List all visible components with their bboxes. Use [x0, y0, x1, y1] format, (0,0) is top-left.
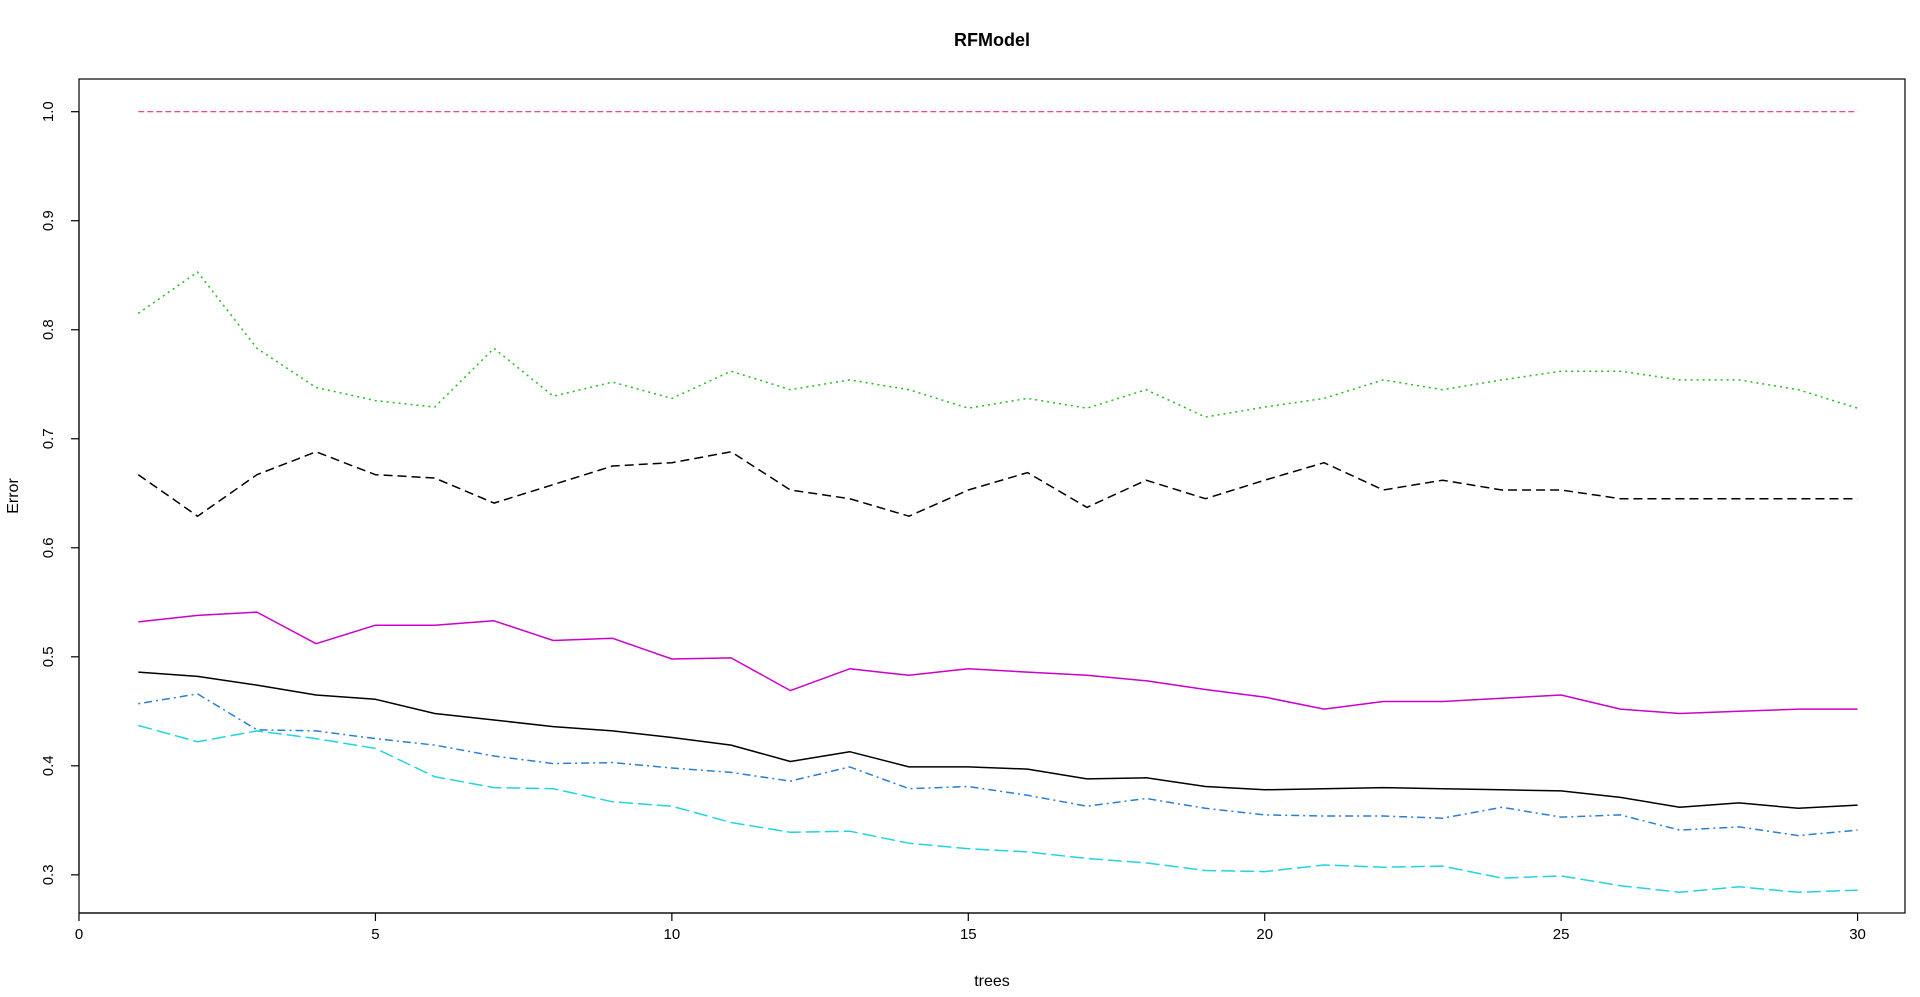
y-tick-label: 0.7 [40, 428, 57, 449]
series-2 [137, 451, 1858, 517]
series-7 [138, 724, 1858, 894]
y-tick-label: 1.0 [40, 101, 57, 122]
series-line [137, 451, 1858, 517]
x-tick-label: 0 [75, 926, 83, 943]
series-line [138, 693, 1858, 837]
series-line [138, 671, 1858, 810]
x-tick-label: 5 [371, 926, 379, 943]
series-6 [138, 611, 1858, 715]
x-axis-label: trees [974, 973, 1010, 990]
y-tick-label: 0.9 [40, 210, 57, 231]
y-tick-label: 0.8 [40, 319, 57, 340]
x-tick-label: 15 [960, 926, 977, 943]
y-tick-label: 0.3 [40, 864, 57, 885]
x-tick-label: 20 [1256, 926, 1273, 943]
series-5 [138, 693, 1858, 837]
y-tick-label: 0.5 [40, 646, 57, 667]
x-axis: 0 5 10 15 20 25 30 [75, 912, 1866, 943]
y-tick-label: 0.4 [40, 755, 57, 776]
series-4 [137, 271, 1858, 418]
x-tick-label: 30 [1849, 926, 1866, 943]
series-line [137, 271, 1858, 418]
series-layer [137, 111, 1858, 894]
y-tick-label: 0.6 [40, 537, 57, 558]
x-tick-label: 25 [1553, 926, 1570, 943]
series-line [138, 611, 1858, 715]
y-axis: 0.3 0.4 0.5 0.6 0.7 0.8 0.9 1.0 [40, 101, 80, 885]
series-1 [138, 671, 1858, 810]
series-line [138, 724, 1858, 894]
plot-frame [78, 78, 1906, 914]
chart-title: RFModel [954, 30, 1030, 50]
x-tick-label: 10 [664, 926, 681, 943]
y-axis-label: Error [5, 478, 22, 514]
